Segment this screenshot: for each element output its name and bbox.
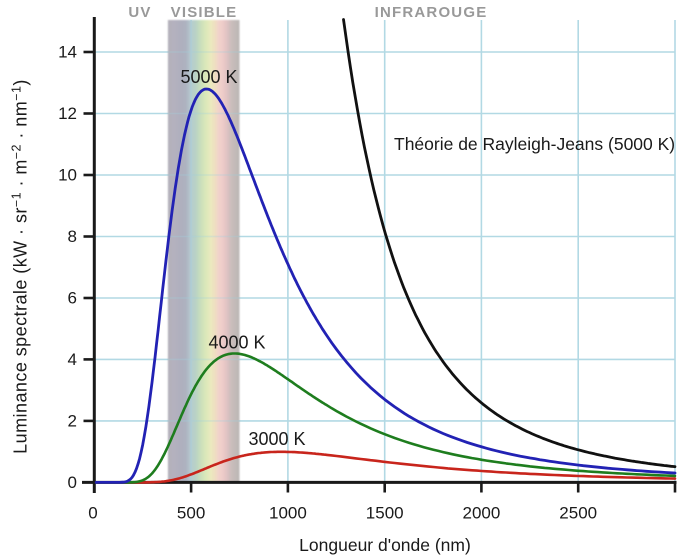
svg-text:0: 0 bbox=[68, 473, 77, 492]
svg-text:0: 0 bbox=[88, 504, 97, 523]
svg-text:8: 8 bbox=[68, 227, 77, 246]
svg-text:1000: 1000 bbox=[269, 504, 307, 523]
svg-text:1500: 1500 bbox=[366, 504, 404, 523]
svg-text:4: 4 bbox=[68, 350, 77, 369]
svg-text:Théorie de Rayleigh-Jeans (500: Théorie de Rayleigh-Jeans (5000 K) bbox=[394, 134, 675, 154]
svg-text:5000 K: 5000 K bbox=[180, 67, 237, 87]
svg-text:INFRAROUGE: INFRAROUGE bbox=[375, 4, 488, 21]
svg-text:3000 K: 3000 K bbox=[248, 429, 305, 449]
svg-text:2000: 2000 bbox=[462, 504, 500, 523]
svg-text:2500: 2500 bbox=[559, 504, 597, 523]
svg-text:4000 K: 4000 K bbox=[208, 333, 265, 353]
svg-text:UV: UV bbox=[128, 4, 151, 21]
svg-text:Luminance spectrale (kW · sr−1: Luminance spectrale (kW · sr−1​ · m−2​ ·… bbox=[10, 79, 31, 454]
svg-text:6: 6 bbox=[68, 289, 77, 308]
svg-text:10: 10 bbox=[58, 166, 77, 185]
svg-text:Longueur d'onde (nm): Longueur d'onde (nm) bbox=[299, 535, 471, 555]
svg-text:VISIBLE: VISIBLE bbox=[171, 4, 238, 21]
svg-text:2: 2 bbox=[68, 411, 77, 430]
svg-text:12: 12 bbox=[58, 104, 77, 123]
svg-text:14: 14 bbox=[58, 43, 77, 62]
svg-text:500: 500 bbox=[177, 504, 205, 523]
